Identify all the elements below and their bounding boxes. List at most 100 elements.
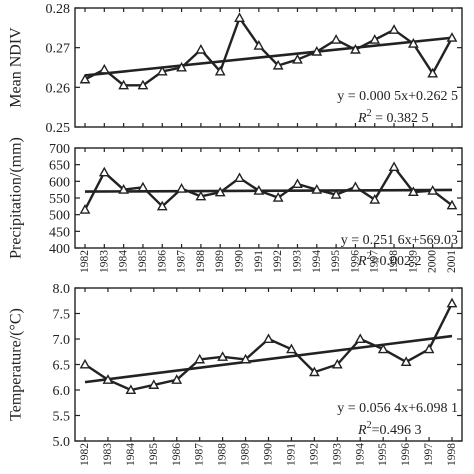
y-tick-label: 5.0: [53, 435, 71, 450]
x-tick-label: 1999: [407, 250, 419, 273]
y-tick-label: 0.26: [46, 81, 71, 96]
x-tick-label: 1987: [194, 443, 206, 466]
r-symbol: R: [357, 254, 367, 269]
data-point: [195, 190, 207, 201]
x-tick-label: 1995: [377, 443, 389, 466]
data-point: [171, 374, 183, 384]
x-tick-label: 1984: [125, 443, 137, 466]
data-point: [240, 353, 251, 364]
x-tick-label: 1989: [214, 250, 226, 273]
x-tick-label: 2000: [427, 250, 439, 273]
y-tick-label: 450: [49, 225, 70, 240]
data-point: [423, 343, 435, 354]
r-squared-value: = 0.382 5: [372, 111, 429, 126]
y-axis-title: Mean NDIV: [8, 27, 25, 108]
data-point: [330, 34, 342, 44]
data-point: [407, 38, 419, 48]
data-point: [330, 189, 342, 199]
data-point: [214, 186, 226, 197]
r-squared-label: R2=0.002 2: [357, 251, 421, 269]
regression-equation: y = 0.000 5x+0.262 5: [337, 89, 458, 104]
y-tick-label: 6.5: [53, 359, 71, 374]
data-point: [369, 194, 381, 204]
x-tick-label: 1994: [311, 250, 323, 273]
data-point: [137, 79, 149, 90]
x-tick-label: 1985: [137, 250, 149, 273]
y-tick-label: 400: [49, 242, 70, 257]
data-point: [354, 333, 366, 344]
y-tick-label: 0.28: [46, 2, 71, 17]
y-tick-label: 6.0: [53, 384, 71, 399]
data-point: [253, 185, 265, 195]
x-tick-label: 1996: [400, 443, 412, 466]
r-squared-value: =0.496 3: [372, 423, 422, 438]
x-tick-label: 1991: [253, 250, 265, 273]
y-tick-label: 650: [49, 159, 70, 174]
data-point: [400, 356, 412, 367]
data-point: [217, 351, 229, 361]
data-point: [194, 353, 206, 364]
x-tick-label: 1982: [79, 443, 91, 466]
x-tick-label: 1983: [102, 443, 114, 466]
x-tick-label: 1993: [331, 443, 343, 466]
data-point: [195, 44, 207, 54]
x-tick-label: 1985: [148, 443, 160, 466]
x-tick-label: 2001: [446, 250, 458, 273]
data-point: [234, 172, 245, 183]
y-axis-title: Temperature/(°C): [8, 308, 25, 421]
x-tick-label: 1997: [423, 443, 435, 466]
data-point: [156, 65, 168, 76]
y-tick-label: 7.0: [53, 333, 71, 348]
data-point: [137, 181, 149, 192]
x-tick-label: 1982: [79, 250, 91, 273]
data-point: [98, 63, 110, 74]
x-tick-label: 1984: [118, 250, 130, 273]
x-tick-label: 1992: [308, 443, 320, 466]
plot-frame-1: [74, 7, 463, 128]
r-squared-label: R2 = 0.382 5: [357, 108, 428, 126]
y-tick-label: 8.0: [53, 282, 71, 297]
data-point: [102, 374, 114, 384]
x-tick-label: 1987: [176, 250, 188, 273]
r-symbol: R: [357, 423, 367, 438]
x-tick-label: 1986: [156, 250, 168, 273]
data-point: [263, 333, 274, 344]
x-tick-label: 1992: [272, 250, 284, 273]
y-tick-label: 0.27: [46, 42, 71, 57]
data-point: [377, 343, 389, 354]
x-tick-label: 1983: [98, 250, 110, 273]
y-axis-title: Precipitation/(mm): [8, 137, 25, 259]
data-point: [311, 184, 323, 194]
data-point: [98, 166, 110, 177]
y-tick-label: 5.5: [53, 410, 71, 425]
data-point: [446, 297, 458, 308]
y-tick-label: 7.5: [53, 308, 71, 323]
data-point: [214, 65, 226, 76]
regression-equation: y = 0.251 6x+569.03: [341, 233, 458, 248]
r-squared-label: R2=0.496 3: [357, 420, 421, 438]
data-point: [292, 53, 303, 64]
data-point: [388, 161, 400, 172]
x-tick-label: 1989: [240, 443, 252, 466]
r-squared-value: =0.002 2: [372, 254, 422, 269]
data-point: [118, 79, 130, 90]
x-tick-label: 1988: [195, 250, 207, 273]
data-point: [253, 40, 265, 50]
data-point: [427, 185, 439, 195]
data-point: [272, 192, 284, 202]
data-point: [350, 181, 361, 192]
r-symbol: R: [357, 111, 367, 126]
x-tick-label: 1993: [291, 250, 303, 273]
data-point: [311, 45, 323, 56]
data-point: [286, 343, 297, 354]
series-line: [84, 302, 454, 392]
data-point: [176, 183, 187, 193]
x-tick-label: 1990: [263, 443, 275, 466]
data-point: [234, 12, 245, 22]
x-tick-label: 1997: [369, 250, 381, 273]
x-tick-label: 1995: [330, 250, 342, 273]
x-tick-label: 1996: [349, 250, 361, 273]
x-tick-label: 1994: [354, 443, 366, 466]
data-point: [125, 384, 137, 395]
